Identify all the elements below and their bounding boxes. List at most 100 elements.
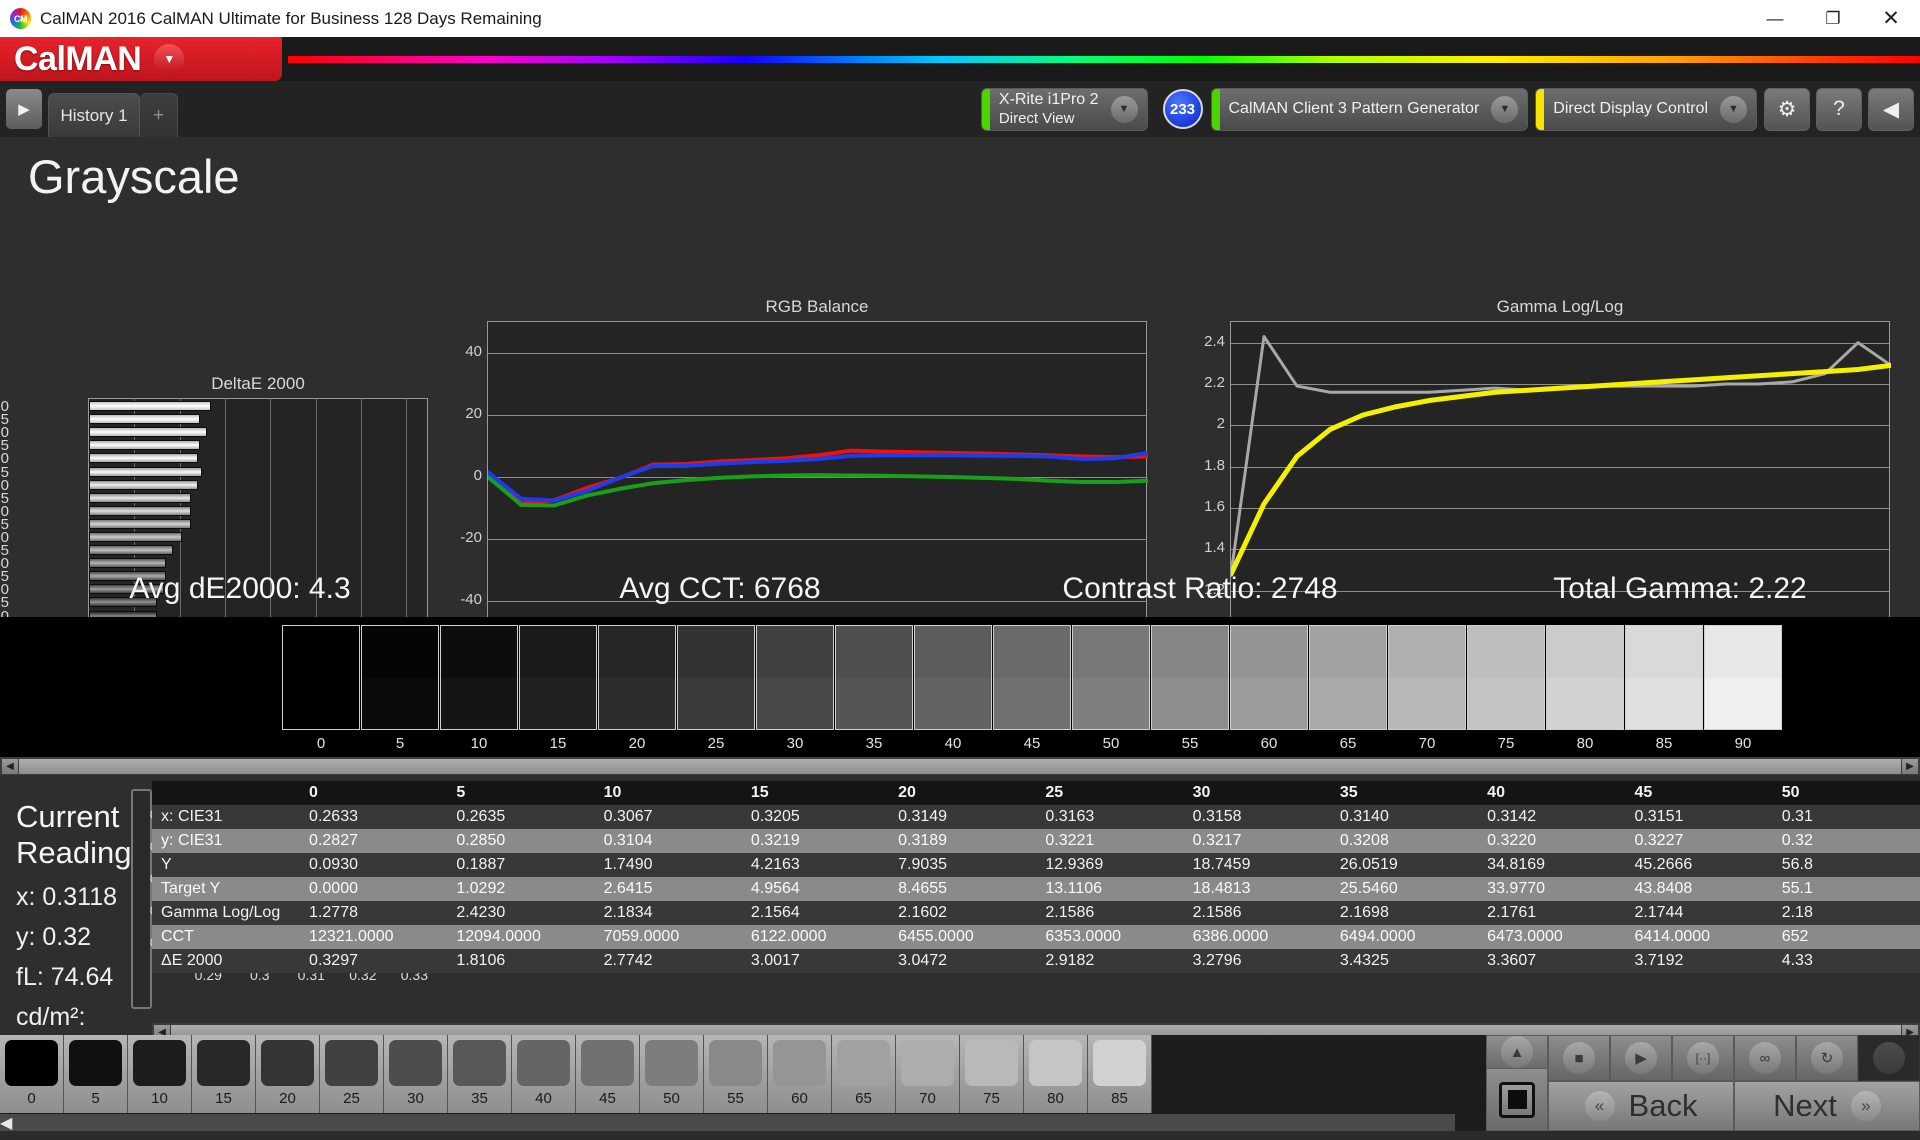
summary-row: Avg dE2000: 4.3 Avg CCT: 6768 Contrast R…	[0, 561, 1920, 617]
patch-target	[1073, 677, 1149, 729]
generator-name: CalMAN Client 3 Pattern Generator	[1228, 99, 1480, 117]
swatch-color	[453, 1040, 506, 1086]
swatch-button[interactable]: 60	[768, 1035, 832, 1113]
swatch-button[interactable]: 25	[320, 1035, 384, 1113]
patch-column[interactable]: 20	[598, 617, 676, 752]
patch-column[interactable]: 65	[1309, 617, 1387, 752]
patch-column[interactable]: 25	[677, 617, 755, 752]
next-button[interactable]: Next »	[1734, 1081, 1920, 1131]
help-icon[interactable]: ?	[1816, 87, 1862, 131]
patch-column[interactable]: 70	[1388, 617, 1466, 752]
swatch-scrollbar[interactable]: ◀	[0, 1114, 1455, 1132]
swatch-button[interactable]: 20	[256, 1035, 320, 1113]
scroll-left-icon[interactable]: ◀	[2, 758, 18, 774]
calman-app-icon: CM	[10, 8, 31, 29]
refresh-button[interactable]: ↻	[1796, 1035, 1858, 1081]
maximize-button[interactable]: ❐	[1825, 8, 1841, 28]
swatch-button[interactable]: 35	[448, 1035, 512, 1113]
table-cell: 6353.0000	[1045, 928, 1122, 945]
patch-column[interactable]: 15	[519, 617, 597, 752]
swatch-button[interactable]: 55	[704, 1035, 768, 1113]
add-tab-button[interactable]: +	[140, 93, 178, 137]
swatch-button[interactable]: 85	[1088, 1035, 1152, 1113]
meter-expand-button[interactable]: ▲	[1486, 1035, 1548, 1069]
display-control-selector[interactable]: Direct Display Control ▼	[1535, 87, 1757, 131]
calman-brand-button[interactable]: CalMAN ▼	[0, 37, 282, 81]
table-row: ΔE 2000 0.3297 1.8106 2.7742 3.0017 3.0472 2.9…	[152, 949, 1920, 973]
close-button[interactable]: ✕	[1882, 7, 1900, 30]
patch-box	[519, 625, 597, 730]
brand-wordmark: CalMAN	[14, 39, 142, 78]
patch-column[interactable]: 5	[361, 617, 439, 752]
grid-line	[488, 601, 1146, 602]
patch-column[interactable]: 45	[993, 617, 1071, 752]
patch-column[interactable]: 30	[756, 617, 834, 752]
patch-column[interactable]: 50	[1072, 617, 1150, 752]
patch-column[interactable]: 85	[1625, 617, 1703, 752]
swatch-button[interactable]: 75	[960, 1035, 1024, 1113]
status-indicator-button[interactable]	[1858, 1035, 1920, 1081]
swatch-button[interactable]: 10	[128, 1035, 192, 1113]
meter-selector[interactable]: X-Rite i1Pro 2 Direct View ▼	[980, 87, 1148, 131]
range-button[interactable]: [··]	[1672, 1035, 1734, 1081]
cie-y-tick: 0.32-	[149, 903, 180, 919]
patch-column[interactable]: 60	[1230, 617, 1308, 752]
gear-icon[interactable]: ⚙	[1764, 87, 1810, 131]
chevron-down-icon[interactable]: ▼	[154, 44, 185, 74]
chevron-down-icon[interactable]: ▼	[1491, 95, 1519, 123]
tab-history-1[interactable]: History 1	[48, 93, 140, 137]
table-cell: 0.0930	[309, 856, 358, 873]
table-column-header: 5	[447, 781, 595, 805]
swatch-button[interactable]: 80	[1024, 1035, 1088, 1113]
chevron-down-icon[interactable]: ▼	[1110, 95, 1138, 123]
swatch-button[interactable]: 70	[896, 1035, 960, 1113]
table-cell: 6386.0000	[1192, 928, 1269, 945]
swatch-button[interactable]: 5	[64, 1035, 128, 1113]
swatch-button[interactable]: 40	[512, 1035, 576, 1113]
back-button[interactable]: « Back	[1548, 1081, 1734, 1131]
stop-button[interactable]: ■	[1548, 1035, 1610, 1081]
grid-line	[1231, 384, 1889, 385]
display-control-label: Direct Display Control	[1544, 100, 1716, 118]
scroll-left-icon[interactable]: ◀	[0, 1114, 13, 1132]
patch-column[interactable]: 0	[282, 617, 360, 752]
delta-e-y-tick: 50	[0, 529, 9, 546]
play-button[interactable]: ▶	[1610, 1035, 1672, 1081]
pattern-window-button[interactable]	[1486, 1069, 1548, 1131]
swatch-button[interactable]: 30	[384, 1035, 448, 1113]
delta-e-bar	[89, 545, 173, 556]
scrollbar-thumb[interactable]	[19, 758, 1901, 774]
collapse-panel-icon[interactable]: ◀	[1868, 87, 1914, 131]
table-cell: 3.2796	[1192, 952, 1242, 969]
continuous-button[interactable]: ∞	[1734, 1035, 1796, 1081]
patch-column[interactable]: 55	[1151, 617, 1229, 752]
patch-column[interactable]: 40	[914, 617, 992, 752]
patch-column[interactable]: 90	[1704, 617, 1782, 752]
patch-column[interactable]: 35	[835, 617, 913, 752]
workflow-play-button[interactable]: ▶	[6, 89, 42, 129]
swatch-button[interactable]: 50	[640, 1035, 704, 1113]
patch-actual	[915, 626, 991, 678]
pattern-generator-selector[interactable]: CalMAN Client 3 Pattern Generator ▼	[1210, 87, 1529, 131]
patch-actual	[1152, 626, 1228, 678]
patch-column[interactable]: 80	[1546, 617, 1624, 752]
measurement-table-area: 0 5 10 15 20 25 30 35 40 45 50 x: CIE31 0.2633 0.263…	[152, 781, 1920, 1041]
table-cell: 3.7192	[1634, 952, 1684, 969]
table-cell: 7059.0000	[603, 928, 680, 945]
patch-column[interactable]: 75	[1467, 617, 1545, 752]
table-row: y: CIE31 0.2827 0.2850 0.3104 0.3219 0.3189 0.…	[152, 829, 1920, 853]
scroll-right-icon[interactable]: ▶	[1902, 758, 1918, 774]
patch-column[interactable]: 10	[440, 617, 518, 752]
swatch-button[interactable]: 0	[0, 1035, 64, 1113]
swatch-button[interactable]: 15	[192, 1035, 256, 1113]
delta-e-bar	[89, 584, 164, 595]
swatch-button[interactable]: 65	[832, 1035, 896, 1113]
patch-strip-scrollbar[interactable]: ◀ ▶	[0, 757, 1920, 775]
chevron-down-icon[interactable]: ▼	[1720, 95, 1747, 123]
table-cell: 0.3219	[750, 832, 800, 849]
swatch-button[interactable]: 45	[576, 1035, 640, 1113]
minimize-button[interactable]: —	[1766, 8, 1784, 28]
table-cell: 0.2635	[456, 808, 506, 825]
patch-target	[1231, 677, 1307, 729]
delta-e-bar	[89, 505, 191, 516]
